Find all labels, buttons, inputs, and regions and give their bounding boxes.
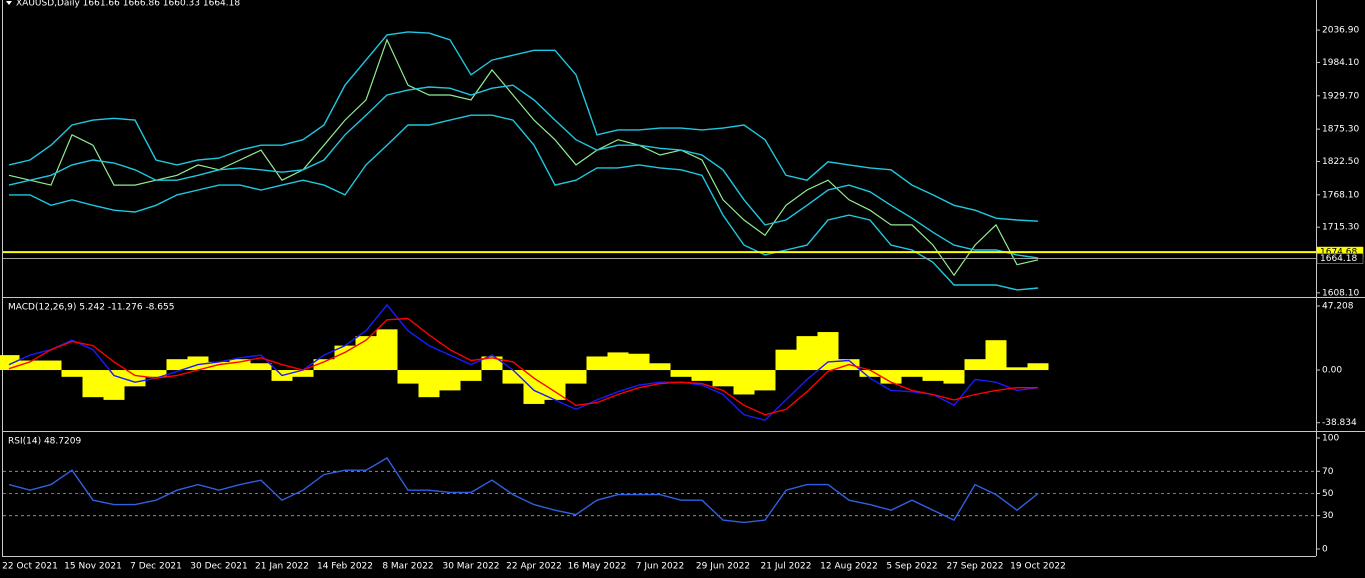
x-tick-label: 8 Mar 2022	[382, 562, 433, 572]
histogram-bar	[502, 370, 524, 384]
x-tick-label: 29 Jun 2022	[696, 562, 750, 572]
histogram-bar	[817, 332, 839, 371]
histogram-bar	[61, 370, 83, 377]
histogram-bar	[397, 370, 419, 384]
histogram-bar	[355, 336, 377, 371]
histogram-bar	[334, 345, 356, 371]
histogram-bar	[418, 370, 440, 398]
menu-triangle	[6, 1, 12, 5]
histogram-bar	[40, 360, 62, 371]
y-tick-label: 100	[1322, 433, 1339, 443]
histogram-bar	[313, 359, 335, 371]
y-tick-label: 1984.10	[1322, 58, 1359, 68]
histogram-bar	[376, 329, 398, 371]
x-tick-label: 30 Mar 2022	[442, 562, 499, 572]
histogram-bar	[460, 370, 482, 381]
x-tick-label: 30 Dec 2021	[190, 562, 248, 572]
y-tick-label: 1608.10	[1322, 288, 1359, 298]
price-label: 1664.18	[1320, 254, 1357, 264]
y-tick-label: 47.208	[1322, 301, 1354, 311]
x-tick-label: 12 Aug 2022	[820, 562, 878, 572]
histogram-bar	[292, 370, 314, 377]
y-tick-label: -38.834	[1322, 418, 1357, 428]
series-line	[8, 303, 1039, 421]
histogram-bar	[754, 370, 776, 391]
histogram-bar	[985, 340, 1007, 371]
x-tick-label: 16 May 2022	[568, 562, 627, 572]
histogram-bar	[208, 361, 230, 371]
histogram-bar	[964, 359, 986, 371]
histogram-bar	[691, 370, 713, 381]
histogram-bar	[628, 353, 650, 371]
y-tick-label: 30	[1322, 511, 1334, 521]
y-tick-label: 1768.10	[1322, 190, 1359, 200]
histogram-bar	[649, 363, 671, 371]
histogram-bar	[523, 370, 545, 404]
series-line	[8, 31, 1039, 222]
series-line	[8, 457, 1039, 524]
histogram-bar	[712, 370, 734, 387]
histogram-bar	[544, 370, 566, 400]
histogram-bar	[901, 370, 923, 377]
price-label: 1674.68	[1320, 248, 1357, 258]
histogram-bar	[1027, 363, 1049, 371]
y-tick-label: 0.00	[1322, 366, 1342, 376]
x-tick-label: 14 Feb 2022	[317, 562, 373, 572]
histogram-bar	[733, 370, 755, 395]
histogram-bar	[880, 370, 902, 384]
histogram-bar	[229, 359, 251, 371]
series-line	[8, 84, 1039, 259]
y-tick-label: 0	[1322, 545, 1328, 555]
histogram-bar	[439, 370, 461, 391]
histogram-bar	[250, 363, 272, 371]
y-tick-label: 50	[1322, 489, 1334, 499]
histogram-bar	[607, 352, 629, 371]
series-line	[9, 114, 1039, 291]
histogram-bar	[1006, 367, 1028, 371]
indicator-title: XAUUSD,Daily 1661.66 1666.86 1660.33 166…	[16, 0, 240, 9]
histogram-bar	[19, 360, 41, 371]
x-tick-label: 7 Jun 2022	[636, 562, 684, 572]
y-tick-label: 1929.70	[1322, 91, 1359, 101]
series-line	[8, 317, 1038, 416]
y-tick-label: 1875.30	[1322, 125, 1359, 135]
histogram-bar	[775, 349, 797, 371]
x-tick-label: 19 Oct 2022	[1010, 562, 1066, 572]
histogram-bar	[166, 359, 188, 371]
x-tick-label: 15 Nov 2021	[64, 562, 122, 572]
y-tick-label: 1822.50	[1322, 157, 1359, 167]
indicator-title: MACD(12,26,9) 5.242 -11.276 -8.655	[8, 303, 174, 313]
x-tick-label: 5 Sep 2022	[886, 562, 937, 572]
y-tick-label: 70	[1322, 467, 1334, 477]
histogram-bar	[124, 370, 146, 387]
histogram-bar	[565, 370, 587, 384]
histogram-bar	[670, 370, 692, 377]
histogram-bar	[481, 356, 503, 371]
histogram-bar	[586, 356, 608, 371]
y-tick-label: 2036.90	[1322, 26, 1359, 36]
histogram-bar	[82, 370, 104, 398]
y-tick-label: 1715.30	[1322, 223, 1359, 233]
indicator-title: RSI(14) 48.7209	[8, 437, 81, 447]
x-tick-label: 27 Sep 2022	[946, 562, 1003, 572]
histogram-bar	[796, 336, 818, 371]
x-tick-label: 21 Jan 2022	[255, 562, 309, 572]
price-label-box	[1316, 253, 1364, 264]
series-line	[8, 38, 1039, 277]
x-tick-label: 21 Jul 2022	[761, 562, 812, 572]
histogram-bar	[145, 370, 167, 377]
x-tick-label: 7 Dec 2021	[130, 562, 182, 572]
histogram-bar	[859, 370, 881, 377]
histogram-bar	[922, 370, 944, 381]
histogram-bar	[943, 370, 965, 384]
x-tick-label: 22 Apr 2022	[506, 562, 562, 572]
x-tick-label: 22 Oct 2021	[2, 562, 58, 572]
